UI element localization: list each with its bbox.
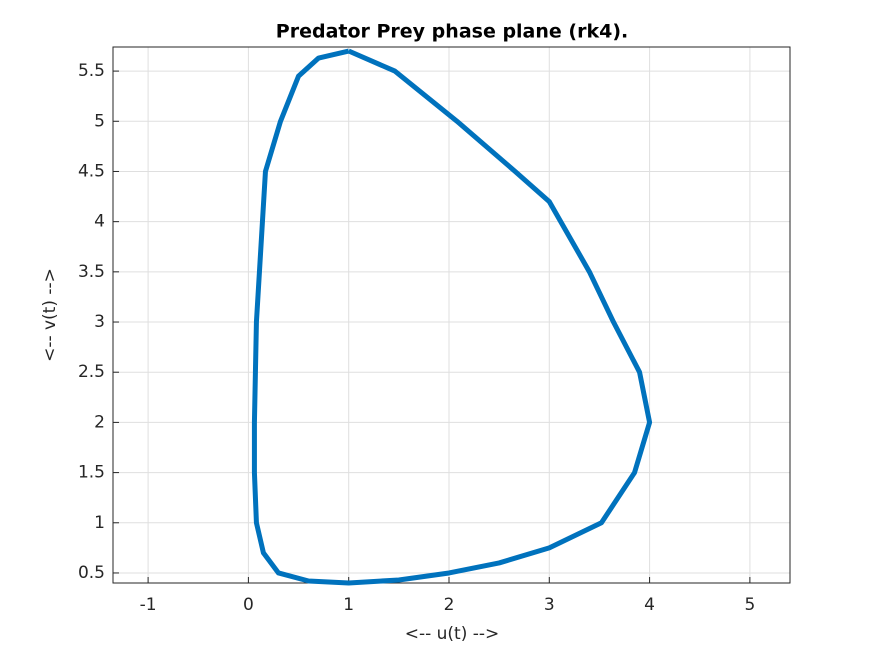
x-tick-label: 3 bbox=[544, 595, 555, 615]
x-tick-label: -1 bbox=[140, 595, 157, 615]
x-tick-label: 0 bbox=[243, 595, 254, 615]
y-tick-label: 4.5 bbox=[78, 161, 105, 181]
x-tick-label: 1 bbox=[343, 595, 354, 615]
y-tick-label: 3 bbox=[94, 312, 105, 332]
x-tick-label: 4 bbox=[644, 595, 655, 615]
y-tick-label: 1 bbox=[94, 513, 105, 533]
y-tick-label: 4 bbox=[94, 212, 105, 232]
y-tick-label: 3.5 bbox=[78, 262, 105, 282]
y-tick-label: 2.5 bbox=[78, 362, 105, 382]
y-axis-label: <-- v(t) --> bbox=[40, 268, 60, 362]
x-tick-label: 2 bbox=[444, 595, 455, 615]
y-tick-label: 5.5 bbox=[78, 61, 105, 81]
y-tick-label: 0.5 bbox=[78, 563, 105, 583]
data-line bbox=[251, 48, 653, 586]
x-tick-label: 5 bbox=[744, 595, 755, 615]
y-tick-label: 1.5 bbox=[78, 463, 105, 483]
y-tick-label: 5 bbox=[94, 111, 105, 131]
y-tick-label: 2 bbox=[94, 412, 105, 432]
axes-box bbox=[112, 46, 791, 584]
plot-area bbox=[113, 47, 790, 583]
chart-title: Predator Prey phase plane (rk4). bbox=[276, 21, 628, 43]
x-axis-label: <-- u(t) --> bbox=[405, 624, 500, 644]
